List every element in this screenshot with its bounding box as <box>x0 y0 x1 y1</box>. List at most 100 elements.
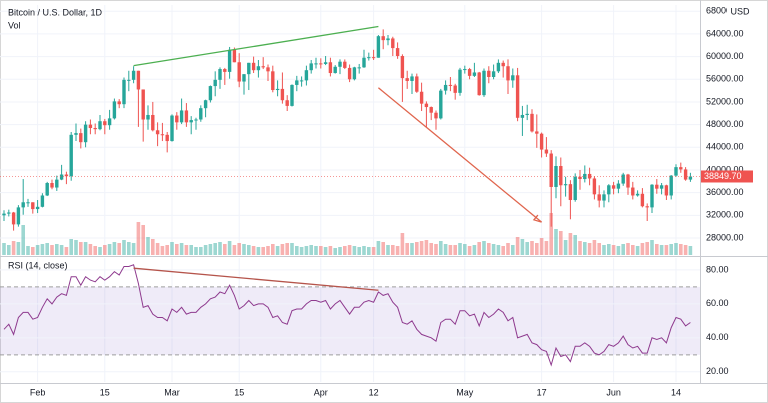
candle-body <box>381 36 385 41</box>
candle-body <box>674 167 678 176</box>
candle-body <box>463 69 467 71</box>
y-tick-label: 80.00 <box>706 264 729 274</box>
volume-bar <box>650 240 654 255</box>
candle-body <box>669 175 673 196</box>
candle-body <box>501 62 505 67</box>
candle-body <box>237 62 241 82</box>
candle-body <box>688 176 693 180</box>
candle-body <box>568 184 573 201</box>
volume-bar <box>343 246 347 255</box>
y-tick-label: 64000.00 <box>706 28 744 38</box>
volume-bar <box>463 244 467 255</box>
volume-bar <box>55 244 59 255</box>
candle-body <box>530 113 534 132</box>
volume-bar <box>35 245 40 255</box>
candle-body <box>419 91 424 104</box>
volume-label: Vol <box>8 20 21 30</box>
volume-bar <box>107 244 112 255</box>
last-price-box <box>701 170 753 183</box>
volume-bar <box>175 244 179 255</box>
volume-bar <box>395 246 400 255</box>
candle-body <box>184 110 189 123</box>
volume-bar <box>487 243 491 255</box>
candle-body <box>467 69 472 76</box>
candle-body <box>635 193 640 196</box>
x-tick-label: Jun <box>606 387 621 397</box>
candle-body <box>607 185 611 195</box>
last-price-label: 38849.70 <box>704 171 742 181</box>
volume-bar <box>443 244 448 255</box>
candle-body <box>199 108 203 120</box>
volume-bar <box>208 244 213 255</box>
volume-bar <box>2 243 6 255</box>
volume-bar <box>314 246 318 255</box>
volume-bar <box>674 243 678 255</box>
volume-bar <box>103 245 107 255</box>
volume-bar <box>21 225 25 255</box>
volume-bar <box>362 246 366 255</box>
volume-bar <box>323 247 328 255</box>
volume-bar <box>194 247 198 255</box>
candle-body <box>592 178 597 195</box>
chart-title: Bitcoin / U.S. Dollar, 1D <box>8 7 103 17</box>
candle-body <box>602 194 606 201</box>
candle-body <box>338 61 342 67</box>
candle-body <box>131 70 136 80</box>
volume-bar <box>429 243 433 255</box>
candle-body <box>285 100 289 106</box>
candle-body <box>242 74 246 82</box>
volume-bar <box>683 245 688 255</box>
volume-bar <box>261 247 265 255</box>
candle-body <box>578 176 582 180</box>
volume-bar <box>203 245 208 255</box>
volume-bar <box>659 245 664 255</box>
candle-body <box>155 130 160 135</box>
volume-bar <box>93 246 97 255</box>
candle-body <box>299 80 304 82</box>
volume-bar <box>347 245 352 255</box>
candle-body <box>395 48 400 57</box>
volume-bar <box>251 246 256 255</box>
trend-line <box>133 25 379 67</box>
candle-body <box>549 153 553 187</box>
candle-body <box>319 63 323 65</box>
candle-body <box>2 213 6 216</box>
volume-bar <box>563 240 568 255</box>
y-tick-label: 60000.00 <box>706 51 744 61</box>
volume-bar <box>477 242 481 255</box>
candle-body <box>573 176 577 201</box>
candle-body <box>535 131 539 134</box>
candle-body <box>290 84 294 106</box>
volume-bar <box>511 245 515 255</box>
candle-body <box>151 114 155 131</box>
arrow-head <box>532 214 542 223</box>
candle-body <box>453 85 457 93</box>
volume-bar <box>189 245 193 255</box>
volume-bar <box>376 241 381 255</box>
marks <box>0 25 700 367</box>
candle-body <box>59 174 64 180</box>
candle-body <box>439 90 443 119</box>
y-tick-label: 48000.00 <box>706 119 744 129</box>
y-tick-label: 44000.00 <box>706 142 744 152</box>
volume-bar <box>59 245 64 255</box>
candle-body <box>405 78 409 81</box>
currency: USD <box>730 6 750 16</box>
candle-body <box>631 187 635 196</box>
candle-body <box>64 174 69 177</box>
candle-body <box>309 63 313 71</box>
volume-bar <box>607 244 611 255</box>
candle-body <box>683 169 688 180</box>
volume-bar <box>467 246 472 255</box>
candle-body <box>458 69 462 93</box>
volume-bar <box>688 246 693 255</box>
volume-bar <box>535 243 539 255</box>
volume-bar <box>88 244 93 255</box>
candle-body <box>314 63 318 65</box>
volume-bar <box>83 242 88 255</box>
candle-body <box>218 69 222 80</box>
volume-bar <box>170 242 174 255</box>
volume-bar <box>295 246 299 255</box>
volume-bar <box>525 242 529 255</box>
volume-bar <box>611 245 616 255</box>
